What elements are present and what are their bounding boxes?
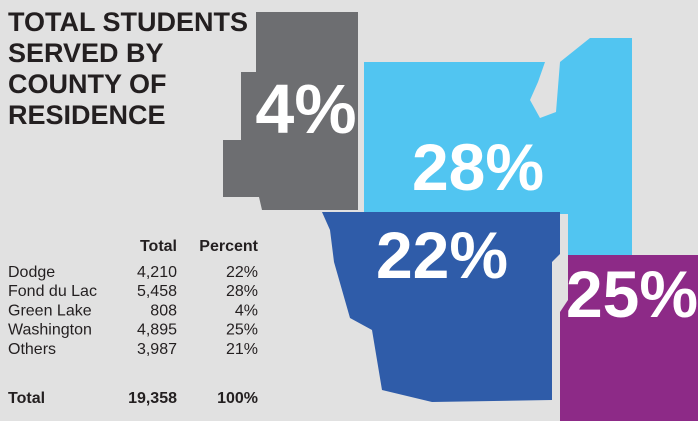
- table-header: Percent: [199, 238, 258, 255]
- total-label: Total: [8, 390, 45, 407]
- county-percent: 25%: [226, 322, 258, 339]
- region-label: 25%: [566, 257, 698, 331]
- region-label: 4%: [255, 70, 356, 148]
- county-total: 3,987: [137, 341, 177, 358]
- county-name: Green Lake: [8, 302, 92, 319]
- county-name: Others: [8, 341, 56, 358]
- title-line: COUNTY OF: [8, 69, 167, 99]
- total-value: 19,358: [128, 390, 177, 407]
- table-header: Total: [140, 238, 177, 255]
- county-total: 4,895: [137, 322, 177, 339]
- table-rows: Dodge 4,210 22% Fond du Lac 5,458 28% Green La…: [8, 264, 258, 358]
- dodge-county: [322, 212, 560, 402]
- county-total: 4,210: [137, 264, 177, 281]
- region-label: 28%: [412, 130, 544, 204]
- county-name: Washington: [8, 322, 92, 339]
- title-line: RESIDENCE: [8, 100, 166, 130]
- county-name: Fond du Lac: [8, 283, 97, 300]
- region-label: 22%: [376, 218, 508, 292]
- total-percent: 100%: [217, 390, 258, 407]
- green-lake-county: [223, 12, 358, 210]
- county-total: 808: [150, 302, 177, 319]
- county-percent: 22%: [226, 264, 258, 281]
- washington-county: [560, 255, 698, 421]
- fond-du-lac-county: [364, 38, 632, 258]
- county-percent: 4%: [235, 302, 258, 319]
- title-line: TOTAL STUDENTS: [8, 7, 248, 37]
- county-name: Dodge: [8, 264, 55, 281]
- county-total: 5,458: [137, 283, 177, 300]
- title-line: SERVED BY: [8, 38, 164, 68]
- county-percent: 28%: [226, 283, 258, 300]
- county-percent: 21%: [226, 341, 258, 358]
